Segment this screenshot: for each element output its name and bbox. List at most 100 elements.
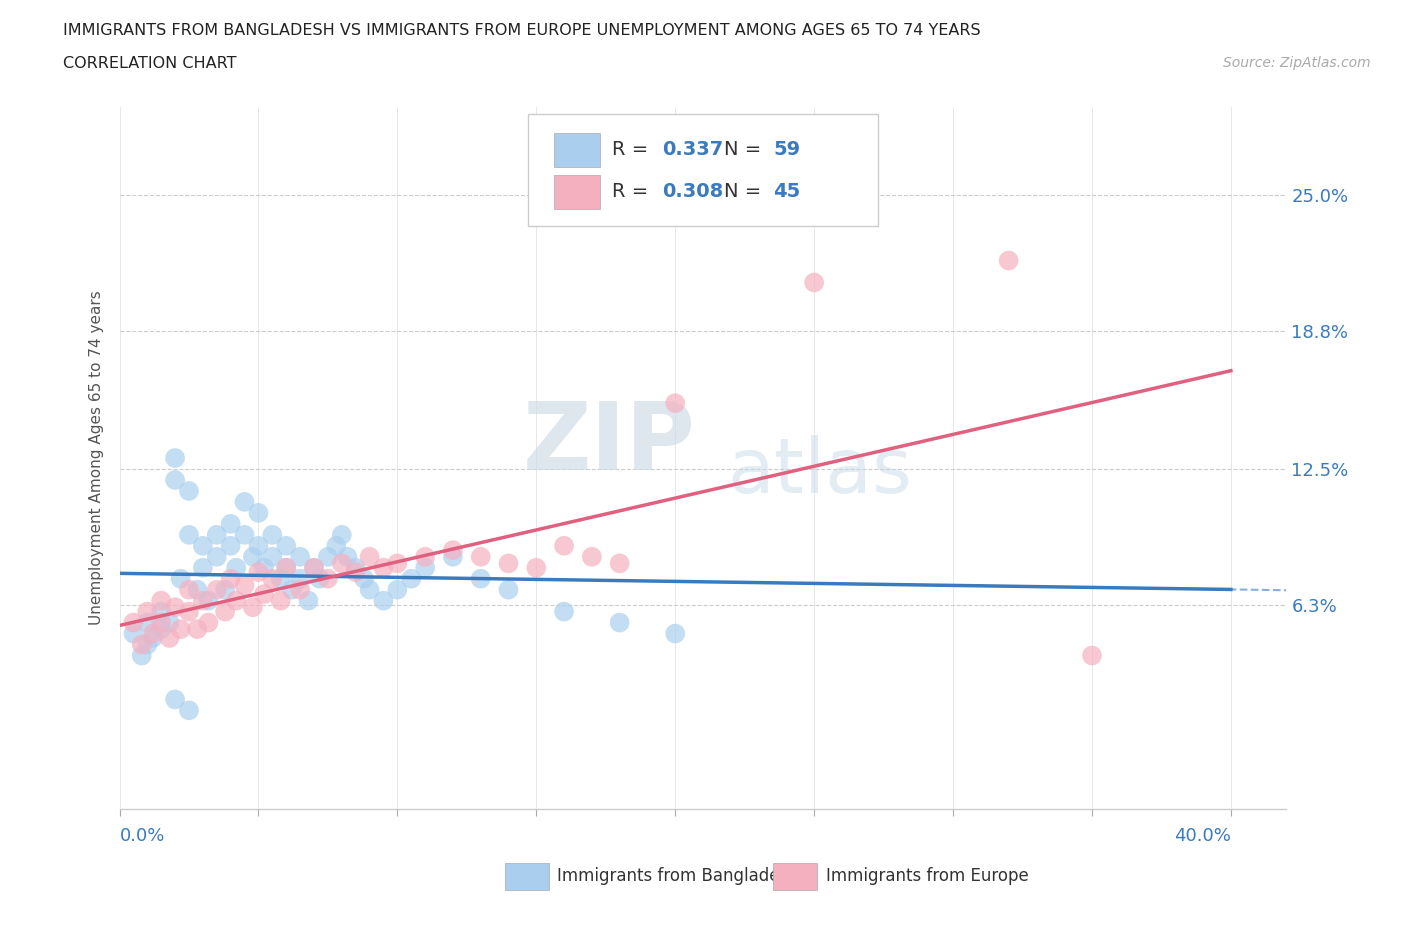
Point — [150, 615, 173, 630]
Point — [262, 527, 284, 542]
Point — [359, 550, 381, 565]
Point — [186, 582, 208, 597]
Text: N =: N = — [724, 181, 768, 201]
Point — [122, 615, 145, 630]
Point — [498, 556, 520, 571]
Point — [214, 582, 236, 597]
Point — [308, 571, 330, 586]
Text: atlas: atlas — [727, 435, 912, 509]
Point — [197, 593, 219, 608]
Bar — [505, 863, 548, 890]
Point — [359, 582, 381, 597]
Point — [247, 538, 270, 553]
Y-axis label: Unemployment Among Ages 65 to 74 years: Unemployment Among Ages 65 to 74 years — [89, 291, 104, 625]
Point — [136, 637, 159, 652]
Text: R =: R = — [612, 140, 654, 159]
Point — [325, 538, 347, 553]
Point — [177, 703, 200, 718]
Bar — [554, 175, 600, 208]
Point — [191, 538, 214, 553]
Text: N =: N = — [724, 140, 768, 159]
Point — [169, 622, 191, 637]
Point — [253, 587, 276, 602]
Point — [288, 571, 311, 586]
Text: 0.308: 0.308 — [662, 181, 724, 201]
Text: CORRELATION CHART: CORRELATION CHART — [63, 56, 236, 71]
Point — [353, 571, 375, 586]
Point — [150, 622, 173, 637]
Point — [401, 571, 423, 586]
Point — [498, 582, 520, 597]
Point — [316, 571, 339, 586]
Point — [122, 626, 145, 641]
Point — [276, 560, 298, 575]
Point — [302, 560, 325, 575]
Point — [387, 556, 409, 571]
Point — [524, 560, 547, 575]
Point — [165, 450, 187, 465]
Point — [373, 593, 395, 608]
Text: Immigrants from Europe: Immigrants from Europe — [825, 867, 1028, 884]
Point — [177, 484, 200, 498]
Text: 59: 59 — [773, 140, 800, 159]
Point — [373, 560, 395, 575]
Point — [803, 275, 825, 290]
FancyBboxPatch shape — [529, 114, 877, 226]
Point — [233, 495, 256, 510]
Point — [205, 527, 228, 542]
Point — [191, 593, 214, 608]
Text: Immigrants from Bangladesh: Immigrants from Bangladesh — [557, 867, 799, 884]
Point — [150, 593, 173, 608]
Point — [262, 550, 284, 565]
Text: R =: R = — [612, 181, 654, 201]
Point — [281, 582, 304, 597]
Point — [288, 582, 311, 597]
Point — [191, 560, 214, 575]
Point — [553, 538, 575, 553]
Bar — [773, 863, 817, 890]
Point — [219, 516, 242, 531]
Bar — [554, 133, 600, 166]
Point — [136, 604, 159, 619]
Point — [270, 593, 292, 608]
Point — [344, 565, 367, 579]
Point — [169, 571, 191, 586]
Point — [330, 556, 353, 571]
Text: 0.337: 0.337 — [662, 140, 724, 159]
Point — [609, 615, 631, 630]
Point — [242, 600, 264, 615]
Point — [142, 626, 165, 641]
Point — [165, 472, 187, 487]
Text: ZIP: ZIP — [523, 398, 696, 490]
Point — [225, 593, 247, 608]
Point — [387, 582, 409, 597]
Point — [997, 253, 1019, 268]
Point — [276, 538, 298, 553]
Point — [288, 550, 311, 565]
Point — [247, 505, 270, 520]
Point — [131, 637, 153, 652]
Point — [276, 560, 298, 575]
Point — [253, 560, 276, 575]
Point — [664, 396, 686, 411]
Point — [1081, 648, 1104, 663]
Point — [581, 550, 603, 565]
Point — [165, 600, 187, 615]
Point — [553, 604, 575, 619]
Text: 0.0%: 0.0% — [120, 827, 165, 844]
Point — [413, 560, 436, 575]
Text: 45: 45 — [773, 181, 800, 201]
Point — [233, 527, 256, 542]
Point — [186, 622, 208, 637]
Point — [441, 543, 464, 558]
Point — [270, 571, 292, 586]
Point — [413, 550, 436, 565]
Point — [205, 582, 228, 597]
Point — [336, 550, 359, 565]
Point — [344, 560, 367, 575]
Point — [214, 604, 236, 619]
Point — [131, 648, 153, 663]
Point — [150, 604, 173, 619]
Point — [441, 550, 464, 565]
Point — [664, 626, 686, 641]
